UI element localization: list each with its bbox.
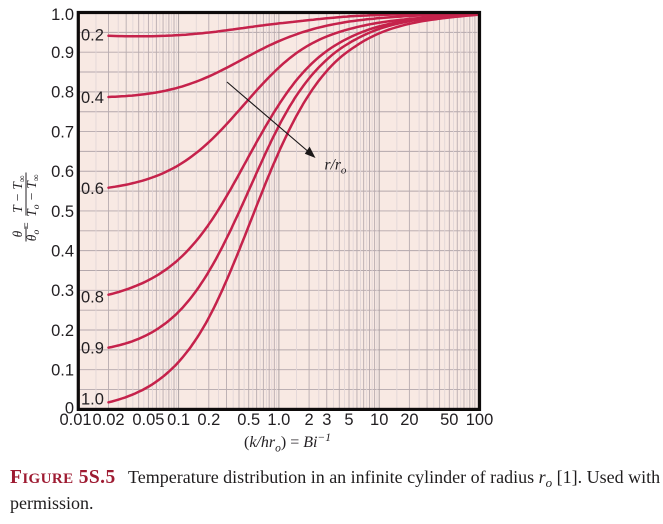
svg-text:10: 10 bbox=[370, 411, 388, 429]
svg-text:1.0: 1.0 bbox=[51, 6, 74, 24]
svg-text:0.9: 0.9 bbox=[51, 44, 74, 62]
svg-text:100: 100 bbox=[466, 411, 494, 429]
svg-text:(k/hro) = Bi−1: (k/hro) = Bi−1 bbox=[244, 432, 331, 455]
svg-text:0: 0 bbox=[65, 399, 74, 417]
svg-text:0.02: 0.02 bbox=[92, 411, 124, 429]
svg-text:2: 2 bbox=[305, 411, 314, 429]
svg-text:0.8: 0.8 bbox=[51, 84, 74, 102]
svg-text:0.2: 0.2 bbox=[51, 322, 74, 340]
svg-text:0.3: 0.3 bbox=[51, 282, 74, 300]
svg-text:0.2: 0.2 bbox=[81, 27, 104, 45]
svg-text:1.0: 1.0 bbox=[267, 411, 290, 429]
svg-text:5: 5 bbox=[344, 411, 353, 429]
svg-text:θ: θ bbox=[10, 230, 25, 237]
svg-text:0.4: 0.4 bbox=[51, 242, 74, 260]
svg-text:50: 50 bbox=[440, 411, 458, 429]
svg-text:0.4: 0.4 bbox=[81, 89, 104, 107]
svg-text:Temperature distribution in an: Temperature distribution in an infinite … bbox=[128, 467, 660, 490]
svg-text:0.05: 0.05 bbox=[132, 411, 164, 429]
svg-text:0.01: 0.01 bbox=[59, 411, 91, 429]
svg-text:0.8: 0.8 bbox=[81, 288, 104, 306]
svg-text:0.7: 0.7 bbox=[51, 123, 74, 141]
svg-text:0.6: 0.6 bbox=[51, 163, 74, 181]
svg-text:3: 3 bbox=[322, 411, 331, 429]
svg-text:T − T∞: T − T∞ bbox=[10, 175, 28, 213]
svg-text:0.1: 0.1 bbox=[51, 362, 74, 380]
svg-text:1.0: 1.0 bbox=[81, 390, 104, 408]
svg-text:θo: θo bbox=[24, 230, 42, 242]
svg-text:0.1: 0.1 bbox=[167, 411, 190, 429]
svg-text:0.6: 0.6 bbox=[81, 180, 104, 198]
svg-text:0.2: 0.2 bbox=[197, 411, 220, 429]
svg-text:0.5: 0.5 bbox=[51, 203, 74, 221]
svg-text:0.5: 0.5 bbox=[237, 411, 260, 429]
svg-text:=: = bbox=[19, 222, 34, 231]
svg-text:permission.: permission. bbox=[10, 493, 94, 513]
svg-text:20: 20 bbox=[400, 411, 418, 429]
svg-text:0.9: 0.9 bbox=[81, 339, 104, 357]
svg-text:FIGURE 5S.5: FIGURE 5S.5 bbox=[10, 467, 116, 488]
